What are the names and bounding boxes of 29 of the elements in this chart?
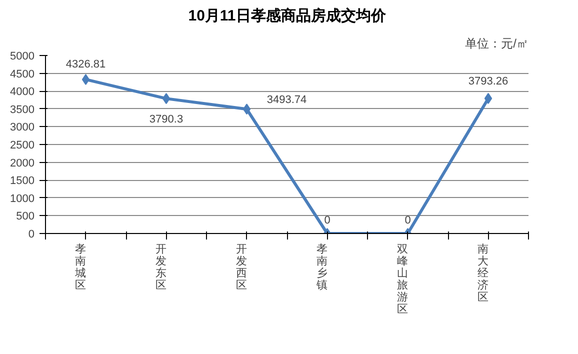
data-label: 4326.81 [66, 58, 106, 70]
y-tick-label: 4000 [10, 86, 35, 98]
x-tick-label: 孝南城区 [74, 242, 86, 292]
chart-title: 10月11日孝感商品房成交均价 [188, 6, 387, 24]
y-tick-label: 2500 [10, 140, 35, 152]
text: 单位：元/㎡ [465, 36, 529, 50]
point [484, 92, 492, 104]
y-tick-label: 1000 [10, 192, 35, 205]
point [242, 104, 251, 115]
data-label: 3790.3 [149, 114, 184, 126]
y-tick-label: 0 [28, 228, 35, 240]
x-tick-label: 孝南乡镇 [315, 242, 328, 292]
y-tick-label: 1500 [10, 175, 35, 188]
x-tick-label: 双峰山旅游区 [396, 244, 408, 316]
data-label: 0 [324, 214, 330, 226]
y-tick-label: 3000 [10, 122, 35, 134]
data-label: 3493.74 [266, 94, 307, 106]
y-tick-label: 4500 [10, 68, 35, 80]
point [162, 93, 170, 104]
y-tick-label: 5000 [10, 50, 35, 62]
x-tick-label: 开发东区 [155, 244, 166, 292]
y-tick-label: 500 [16, 210, 35, 223]
y-tick-label: 2000 [10, 157, 35, 170]
x-tick-label: 南大经济区 [477, 242, 488, 304]
y-tick-label: 3500 [10, 104, 35, 116]
data-label: 0 [404, 214, 411, 226]
data-label: 3793.26 [468, 75, 508, 88]
x-tick-label: 开发西区 [236, 244, 247, 292]
point [82, 74, 90, 85]
